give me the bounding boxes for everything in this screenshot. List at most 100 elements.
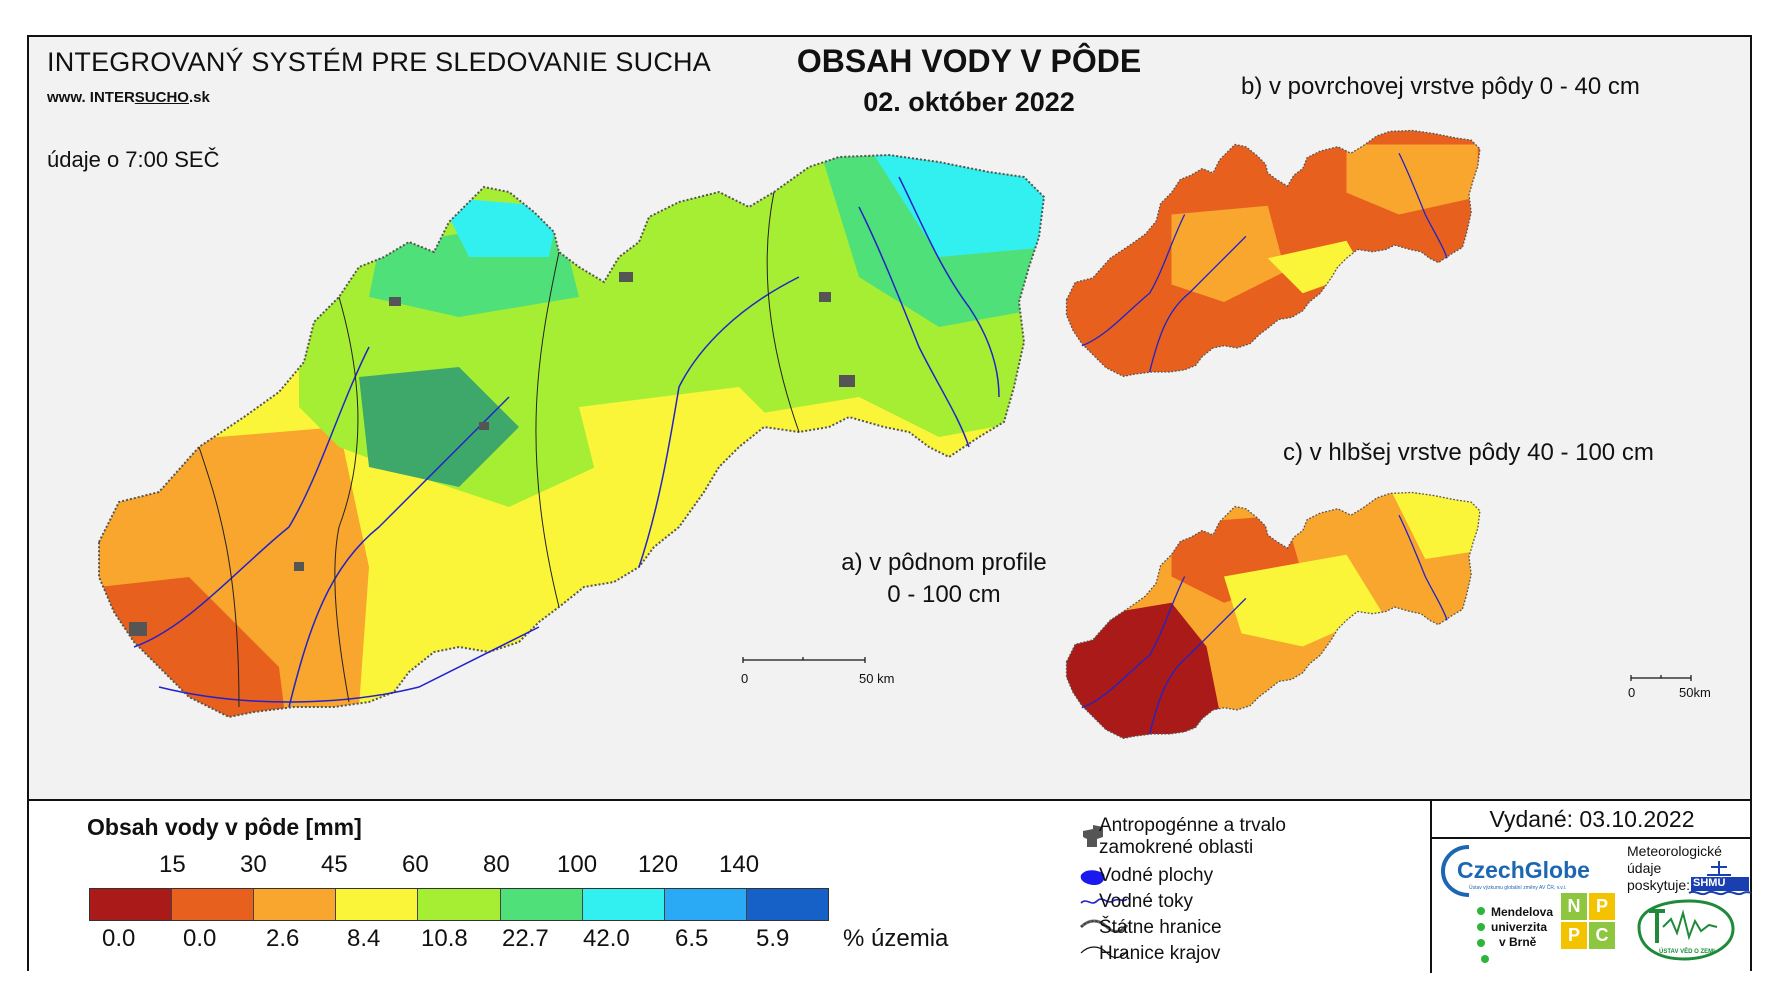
czechglobe-logo: CzechGlobe: [1457, 857, 1590, 883]
legend-percent-5: 10.8: [421, 925, 468, 952]
system-title: INTEGROVANÝ SYSTÉM PRE SLEDOVANIE SUCHA: [47, 47, 711, 77]
legend-swatch-6: [500, 889, 583, 920]
river-ipel: [638, 276, 800, 568]
npc-letter-4: C: [1589, 922, 1615, 949]
urban-bratislava: [129, 622, 147, 636]
map-fill-green-center: [359, 367, 519, 487]
legend-percent-9: 5.9: [756, 925, 790, 952]
legend-swatch-4: [336, 889, 419, 920]
legend-swatch-3: [254, 889, 337, 920]
legend-title: Obsah vody v pôde [mm]: [87, 814, 362, 840]
river-b-3: [1398, 152, 1448, 259]
legend-swatch-7: [582, 889, 665, 920]
legend-threshold-8: 140: [719, 851, 760, 878]
topsoil-map-b: [1065, 129, 1481, 378]
shmu-logo: SHMÚ: [1693, 877, 1726, 889]
map-b-fill-orange-east: [1346, 144, 1478, 215]
legend-percent-6: 22.7: [502, 925, 549, 952]
region-border-3: [535, 251, 560, 608]
legend-percent-8: 6.5: [675, 925, 709, 952]
issued-date: Vydané: 03.10.2022: [1489, 806, 1695, 832]
urban-poprad: [619, 272, 633, 282]
map-b-fill-yellow: [1267, 240, 1364, 294]
region-border-1: [198, 446, 240, 708]
panel-a-line2: 0 - 100 cm: [887, 581, 1001, 608]
mendel-university-logo-icon: [1477, 907, 1489, 963]
river-c-3: [1398, 514, 1448, 621]
scale-main-end: 50 km: [859, 671, 895, 686]
page-title: OBSAH VODY V PÔDE: [796, 43, 1142, 79]
urban-kosice: [839, 375, 855, 387]
npc-logo: N P P C: [1561, 893, 1615, 949]
scale-bar-main: [742, 657, 866, 663]
river-b-1: [1081, 214, 1186, 347]
rivers-c: [1081, 514, 1448, 735]
legend-swatch-1: [90, 889, 173, 920]
legend-state-border-label: Štátne hranice: [1099, 917, 1222, 938]
region-border-4: [766, 191, 800, 433]
river-c-2: [1148, 597, 1247, 735]
legend-band: Obsah vody v pôde [mm] 15 30 45 60 80 10…: [29, 799, 1752, 973]
legend-threshold-5: 80: [483, 851, 510, 878]
urban-banska-bystrica: [479, 422, 489, 430]
stream-icon: [1080, 898, 1128, 904]
main-soil-water-map: [98, 153, 1046, 719]
panel-a-line1: a) v pôdnom profile: [841, 549, 1047, 576]
npc-letter-2: P: [1589, 893, 1615, 920]
legend-swatch-8: [664, 889, 747, 920]
shmu-logo-icon: [1688, 861, 1752, 896]
map-c-fill-red-southwest: [1066, 602, 1224, 739]
state-border-icon: [1079, 919, 1129, 933]
map-c-fill-yellow-center: [1224, 554, 1382, 647]
legend-threshold-2: 30: [240, 851, 267, 878]
legend-anthropogenic-label: Antropogénne a trvalo zamokrené oblasti: [1099, 815, 1286, 858]
legend-threshold-6: 100: [557, 851, 598, 878]
river-danube: [158, 626, 540, 703]
czechglobe-logo-icon: [1440, 845, 1470, 897]
water-body-icon: [1080, 870, 1105, 885]
map-fill-cyan-orava: [439, 197, 559, 257]
legend-streams-label: Vodné toky: [1099, 891, 1194, 912]
urban-areas-main: [129, 272, 855, 636]
river-nitra-hron: [288, 396, 510, 708]
scale-bar-small: [1630, 675, 1692, 681]
legend-swatch-2: [172, 889, 255, 920]
state-border-c: [1065, 491, 1481, 740]
uvgz-logo-icon: [1637, 899, 1735, 961]
rivers-b: [1081, 152, 1448, 373]
map-c-fill-yellow-northeast: [1390, 492, 1480, 559]
legend-percent-1: 0.0: [102, 925, 136, 952]
legend-percent-7: 42.0: [583, 925, 630, 952]
observation-time: údaje o 7:00 SEČ: [47, 147, 220, 172]
region-borders-main: [198, 191, 800, 708]
scale-main-zero: 0: [741, 671, 749, 686]
legend-water-bodies-label: Vodné plochy: [1099, 865, 1214, 886]
state-border-b: [1065, 129, 1481, 378]
panel-a-label: a) v pôdnom profile 0 - 100 cm: [754, 547, 1134, 611]
legend-swatch-9: [746, 889, 828, 920]
legend-percent-2: 0.0: [183, 925, 217, 952]
mendel-university-logo: Mendelova univerzita v Brně: [1491, 905, 1554, 949]
legend-color-bar: [89, 888, 829, 921]
npc-letter-1: N: [1561, 893, 1587, 920]
urban-zilina: [389, 297, 401, 306]
legend-percent-unit: % územia: [843, 925, 949, 952]
rivers-main: [133, 176, 1000, 708]
uvgz-logo: ÚSTAV VĚD O ZEMI: [1659, 949, 1715, 955]
legend-threshold-3: 45: [321, 851, 348, 878]
npc-letter-3: P: [1561, 922, 1587, 949]
legend-threshold-7: 120: [638, 851, 679, 878]
map-date: 02. október 2022: [863, 87, 1075, 117]
urban-presov: [819, 292, 831, 302]
scale-small-end: 50km: [1679, 685, 1711, 700]
legend-percent-4: 8.4: [347, 925, 381, 952]
website-url[interactable]: www. INTERSUCHO.sk: [47, 89, 210, 106]
legend-threshold-4: 60: [402, 851, 429, 878]
legend-threshold-1: 15: [159, 851, 186, 878]
legend-region-border-label: Hranice krajov: [1099, 943, 1221, 964]
scale-small-zero: 0: [1628, 685, 1636, 700]
legend-percent-3: 2.6: [266, 925, 300, 952]
logo-separator: [1430, 801, 1432, 973]
river-vah: [133, 346, 370, 648]
river-hornad: [858, 206, 970, 448]
